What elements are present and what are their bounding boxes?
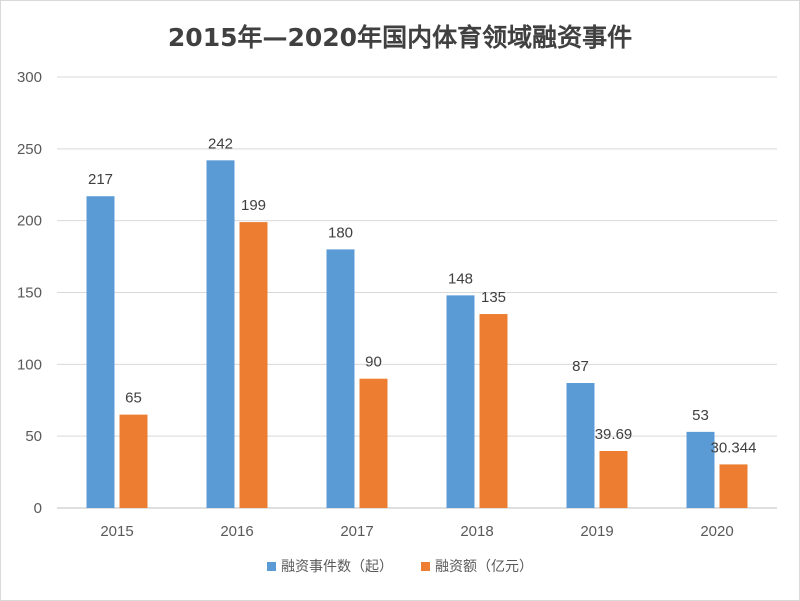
x-tick-label: 2017 bbox=[340, 523, 373, 540]
legend-label: 融资事件数（起） bbox=[281, 559, 393, 575]
y-tick-label: 200 bbox=[17, 213, 42, 230]
y-tick-label: 300 bbox=[17, 69, 42, 86]
y-tick-label: 150 bbox=[17, 285, 42, 302]
bar-series-2 bbox=[359, 378, 388, 508]
y-axis-ticks: 0 50 100 150 200 250 300 bbox=[17, 69, 42, 517]
legend-item: 融资额（亿元） bbox=[421, 559, 533, 575]
bars bbox=[86, 160, 748, 508]
data-label: 39.69 bbox=[595, 426, 633, 443]
bar-series-2 bbox=[479, 314, 508, 508]
legend: 融资事件数（起） 融资额（亿元） bbox=[267, 559, 533, 575]
data-label: 217 bbox=[88, 171, 113, 188]
legend-label: 融资额（亿元） bbox=[435, 559, 533, 575]
x-tick-label: 2015 bbox=[100, 523, 133, 540]
data-label: 87 bbox=[572, 358, 589, 375]
data-label: 135 bbox=[481, 289, 506, 306]
bar-series-2 bbox=[599, 450, 628, 508]
bar-series-1 bbox=[686, 431, 715, 508]
x-axis-ticks: 2015 2016 2017 2018 2019 2020 bbox=[100, 523, 733, 540]
bar-series-1 bbox=[566, 383, 595, 508]
bar-series-1 bbox=[326, 249, 355, 508]
data-label: 242 bbox=[208, 135, 233, 152]
y-tick-label: 0 bbox=[34, 500, 42, 517]
bar-series-2 bbox=[119, 414, 148, 508]
data-label: 65 bbox=[125, 390, 142, 407]
bar-series-1 bbox=[86, 196, 115, 508]
y-tick-label: 100 bbox=[17, 356, 42, 373]
bar-series-1 bbox=[206, 160, 235, 508]
legend-item: 融资事件数（起） bbox=[267, 559, 393, 575]
x-tick-label: 2019 bbox=[580, 523, 613, 540]
x-tick-label: 2016 bbox=[220, 523, 253, 540]
data-label: 148 bbox=[448, 270, 473, 287]
bar-series-1 bbox=[446, 295, 475, 508]
y-tick-label: 50 bbox=[25, 428, 42, 445]
legend-swatch bbox=[267, 562, 276, 571]
legend-swatch bbox=[421, 562, 430, 571]
data-label: 30.344 bbox=[711, 439, 757, 456]
chart-title: 2015年—2020年国内体育领域融资事件 bbox=[168, 23, 632, 52]
gridlines bbox=[57, 76, 777, 509]
x-tick-label: 2020 bbox=[700, 523, 733, 540]
data-label: 199 bbox=[241, 197, 266, 214]
bar-series-2 bbox=[719, 464, 748, 508]
x-tick-label: 2018 bbox=[460, 523, 493, 540]
bar-series-2 bbox=[239, 222, 268, 508]
y-tick-label: 250 bbox=[17, 141, 42, 158]
data-label: 53 bbox=[692, 407, 709, 424]
data-label: 90 bbox=[365, 354, 382, 371]
data-label: 180 bbox=[328, 224, 353, 241]
